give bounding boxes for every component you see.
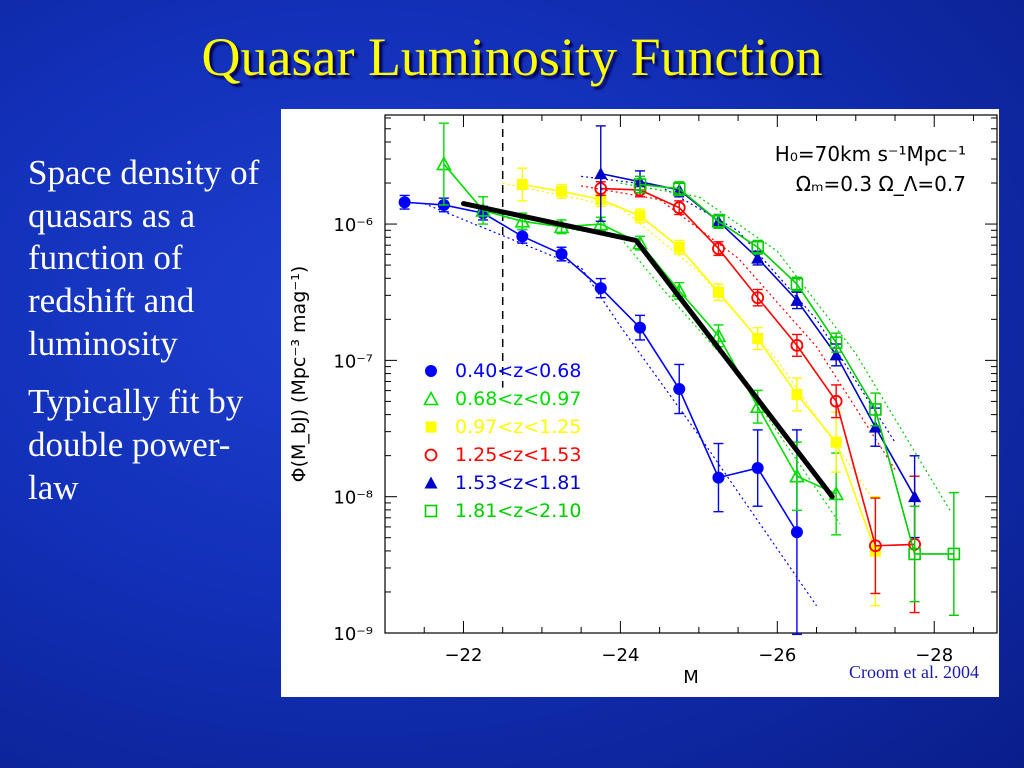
cosmology-annotation: H₀=70km s⁻¹Mpc⁻¹ [775,142,966,166]
y-tick-label: 10⁻⁹ [333,624,373,645]
data-point [710,327,727,343]
data-point [868,420,882,433]
data-point [751,240,764,254]
data-point [908,547,921,561]
series-line [522,183,877,552]
y-tick-label: 10⁻⁶ [333,215,373,236]
data-point [594,167,608,180]
legend-marker [425,365,437,377]
double-power-law-fit-line [460,201,835,500]
series-model-line [424,203,818,607]
x-tick-label: −28 [915,645,953,666]
legend-label: 0.68<z<0.97 [455,388,581,410]
data-point [672,201,686,215]
bullet-space-density: Space density of quasars as a function o… [28,153,260,363]
slide-title: Quasar Luminosity Function [201,27,823,87]
x-axis-label: M [683,667,699,688]
data-point [673,241,685,253]
y-axis-label: Φ(M_bJ) (Mpc⁻³ mag⁻¹) [288,266,310,483]
legend-marker [424,448,438,462]
data-point [516,179,528,191]
legend-label: 1.53<z<1.81 [455,472,581,494]
x-tick-label: −22 [444,645,482,666]
legend-marker [425,421,437,433]
data-point [712,286,724,298]
bullet-list: Space density of quasars as a function o… [28,152,268,526]
series-model-line [502,216,841,525]
x-tick-label: −24 [601,645,639,666]
data-point [830,436,842,448]
data-point [634,210,646,222]
data-point [869,403,882,416]
data-point [712,242,725,255]
series-model-line [581,185,896,470]
series-model-line [502,182,872,498]
luminosity-function-chart: −22 −24 −26 −28 10⁻⁹ 10⁻⁸ 10⁻⁷ 10⁻⁶ M Φ(M_bJ) (Mp… [281,109,999,697]
data-point [791,388,803,400]
series-model-line [620,182,951,511]
y-tick-label: 10⁻⁸ [333,488,373,509]
series-model-line [581,175,896,443]
data-point [751,291,765,305]
data-point [712,215,725,228]
bullet-double-power-law: Typically fit by double power-law [28,382,244,507]
legend-marker [423,390,439,406]
data-point [790,293,804,306]
data-point [514,213,531,228]
y-tick-label: 10⁻⁷ [333,351,373,372]
data-point [594,282,607,295]
data-point [555,248,568,261]
x-tick-label: −26 [758,645,796,666]
legend-label: 1.25<z<1.53 [455,444,581,466]
data-point [436,155,452,171]
cosmology-annotation: Ωₘ=0.3 Ω_Λ=0.7 [796,172,966,196]
series-5 [620,175,959,616]
data-point [712,471,725,484]
legend-label: 0.97<z<1.25 [455,416,581,438]
data-point [556,185,568,197]
data-point [516,230,529,243]
data-point [868,539,882,553]
chart-svg: −22 −24 −26 −28 10⁻⁹ 10⁻⁸ 10⁻⁷ 10⁻⁶ M Φ(M_bJ) (Mp… [288,114,998,688]
data-point [947,547,961,561]
data-point [751,462,764,475]
data-point [634,321,646,334]
data-point [592,215,609,231]
data-point [790,338,804,352]
data-point [673,382,686,395]
citation-credit: Croom et al. 2004 [849,662,979,682]
data-point [908,490,922,503]
data-point [672,182,686,195]
legend-label: 1.81<z<2.10 [455,500,581,522]
data-point [398,196,411,209]
data-point [633,178,647,191]
data-point [790,526,803,539]
legend-marker [424,476,438,489]
legend-marker [424,504,438,518]
data-point [789,468,805,483]
data-point [829,394,843,408]
data-point [829,336,843,349]
data-point [751,251,765,264]
legend-label: 0.40<z<0.68 [455,360,581,382]
data-point [829,348,843,361]
data-point [752,333,764,345]
data-point [790,277,804,291]
